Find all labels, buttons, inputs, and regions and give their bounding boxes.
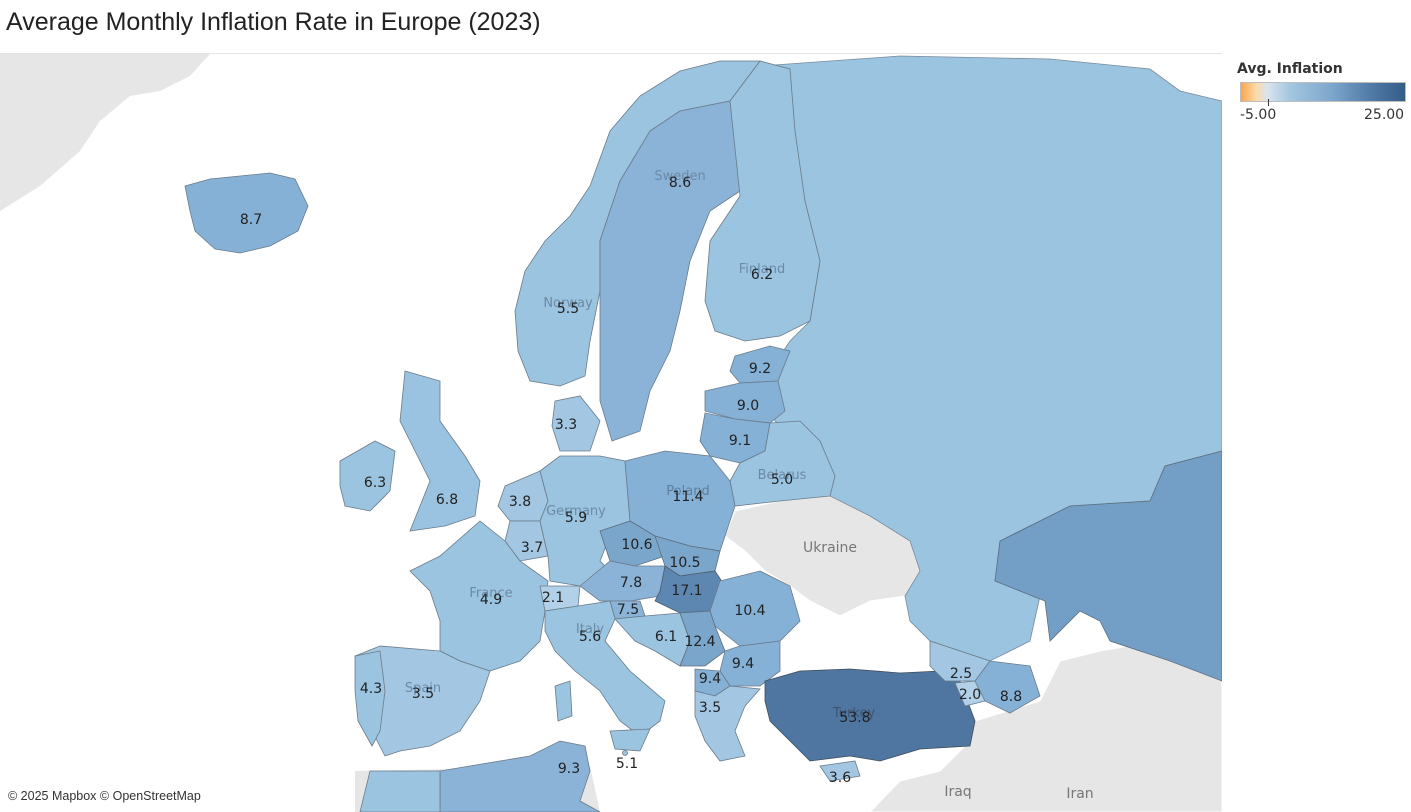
basemap-label-turkey: Turkey [832,706,876,721]
value-label-azerbaijan: 8.8 [1000,689,1022,705]
value-label-spain: 3.5 [412,686,434,702]
value-label-hungary: 17.1 [671,583,702,599]
country-latvia[interactable] [704,380,786,424]
basemap-label-ukraine: Ukraine [803,540,857,556]
basemap-label-belarus: Belarus [758,468,807,483]
country-france[interactable] [409,520,549,672]
value-label-tunisia: 9.3 [558,761,580,777]
country-finland[interactable] [704,60,821,342]
value-label-uk: 6.8 [436,492,458,508]
value-label-malta: 5.1 [616,756,638,772]
value-label-poland: 11.4 [672,489,703,505]
legend-min-label: -5.00 [1240,107,1277,123]
value-label-czechia: 10.6 [621,537,652,553]
value-label-slovakia: 10.5 [669,555,700,571]
value-label-lithuania: 9.1 [729,433,751,449]
country-denmark[interactable] [551,395,601,452]
value-label-north-macedonia: 9.4 [699,671,721,687]
value-label-cyprus: 3.6 [829,770,851,786]
value-label-iceland: 8.7 [240,212,262,228]
value-label-ireland: 6.3 [364,475,386,491]
country-turkey[interactable] [764,668,976,762]
value-label-switzerland: 2.1 [542,590,564,606]
value-label-france: 4.9 [480,592,502,608]
country-belarus[interactable] [729,420,836,507]
page-title: Average Monthly Inflation Rate in Europe… [6,8,541,36]
basemap-label-norway: Norway [543,296,593,311]
basemap-label-iraq: Iraq [944,784,971,800]
map-attribution[interactable]: © 2025 Mapbox © OpenStreetMap [4,788,205,804]
country-kazakhstan[interactable] [994,450,1222,682]
map-canvas[interactable]: Ukraine Iraq Iran Sweden Finland Norway … [0,54,1222,812]
value-label-serbia: 12.4 [684,634,715,650]
legend-zero-tick [1268,99,1269,106]
country-serbia[interactable] [679,610,726,667]
value-label-georgia: 2.5 [950,666,972,682]
legend-color-ramp [1240,82,1406,102]
greenland-land [0,54,210,211]
country-ireland[interactable] [339,440,396,512]
value-labels: 8.7 5.5 8.6 6.2 9.2 9.0 9.1 5.0 3.3 6.3 … [240,175,1022,786]
basemap-label-finland: Finland [739,262,785,277]
country-cyprus[interactable] [819,760,861,782]
value-label-portugal: 4.3 [360,681,382,697]
value-label-denmark: 3.3 [555,417,577,433]
legend-title: Avg. Inflation [1237,61,1343,77]
value-label-slovenia: 7.5 [617,602,639,618]
basemap-label-sweden: Sweden [654,169,705,184]
value-label-belarus: 5.0 [771,472,793,488]
country-norway[interactable] [514,60,761,387]
country-azerbaijan[interactable] [974,660,1041,714]
legend-max-label: 25.00 [1364,107,1405,123]
island-sicily [609,728,651,752]
basemap-label-spain: Spain [405,681,441,696]
basemap-label-iran: Iran [1066,786,1093,802]
country-portugal[interactable] [354,650,386,747]
country-luxembourg[interactable] [504,520,549,562]
island-sardinia [554,680,573,722]
value-label-romania: 10.4 [734,603,765,619]
value-label-belgium: 3.8 [509,494,531,510]
value-label-germany: 5.9 [565,510,587,526]
country-malta[interactable] [622,750,628,756]
value-label-turkey: 53.8 [839,710,870,726]
basemap-label-italy: Italy [576,622,605,637]
country-uk[interactable] [399,370,481,532]
map-view[interactable]: Ukraine Iraq Iran Sweden Finland Norway … [0,53,1222,812]
value-label-italy: 5.6 [579,629,601,645]
value-label-armenia: 2.0 [959,687,981,703]
basemap-label-france: France [469,586,512,601]
value-label-latvia: 9.0 [737,398,759,414]
value-label-bulgaria: 9.4 [732,656,754,672]
country-morocco-area [359,770,441,812]
country-iceland[interactable] [184,172,309,254]
country-greece[interactable] [694,685,761,762]
value-label-austria: 7.8 [620,575,642,591]
value-label-croatia: 6.1 [655,629,677,645]
value-label-norway: 5.5 [557,301,579,317]
value-label-greece: 3.5 [699,700,721,716]
country-italy[interactable] [544,600,666,737]
country-tunisia[interactable] [439,740,601,812]
value-label-finland: 6.2 [751,267,773,283]
value-label-luxembourg: 3.7 [521,540,543,556]
basemap-label-poland: Poland [666,484,709,499]
value-label-estonia: 9.2 [749,361,771,377]
basemap-label-germany: Germany [546,504,606,519]
value-label-sweden: 8.6 [669,175,691,191]
